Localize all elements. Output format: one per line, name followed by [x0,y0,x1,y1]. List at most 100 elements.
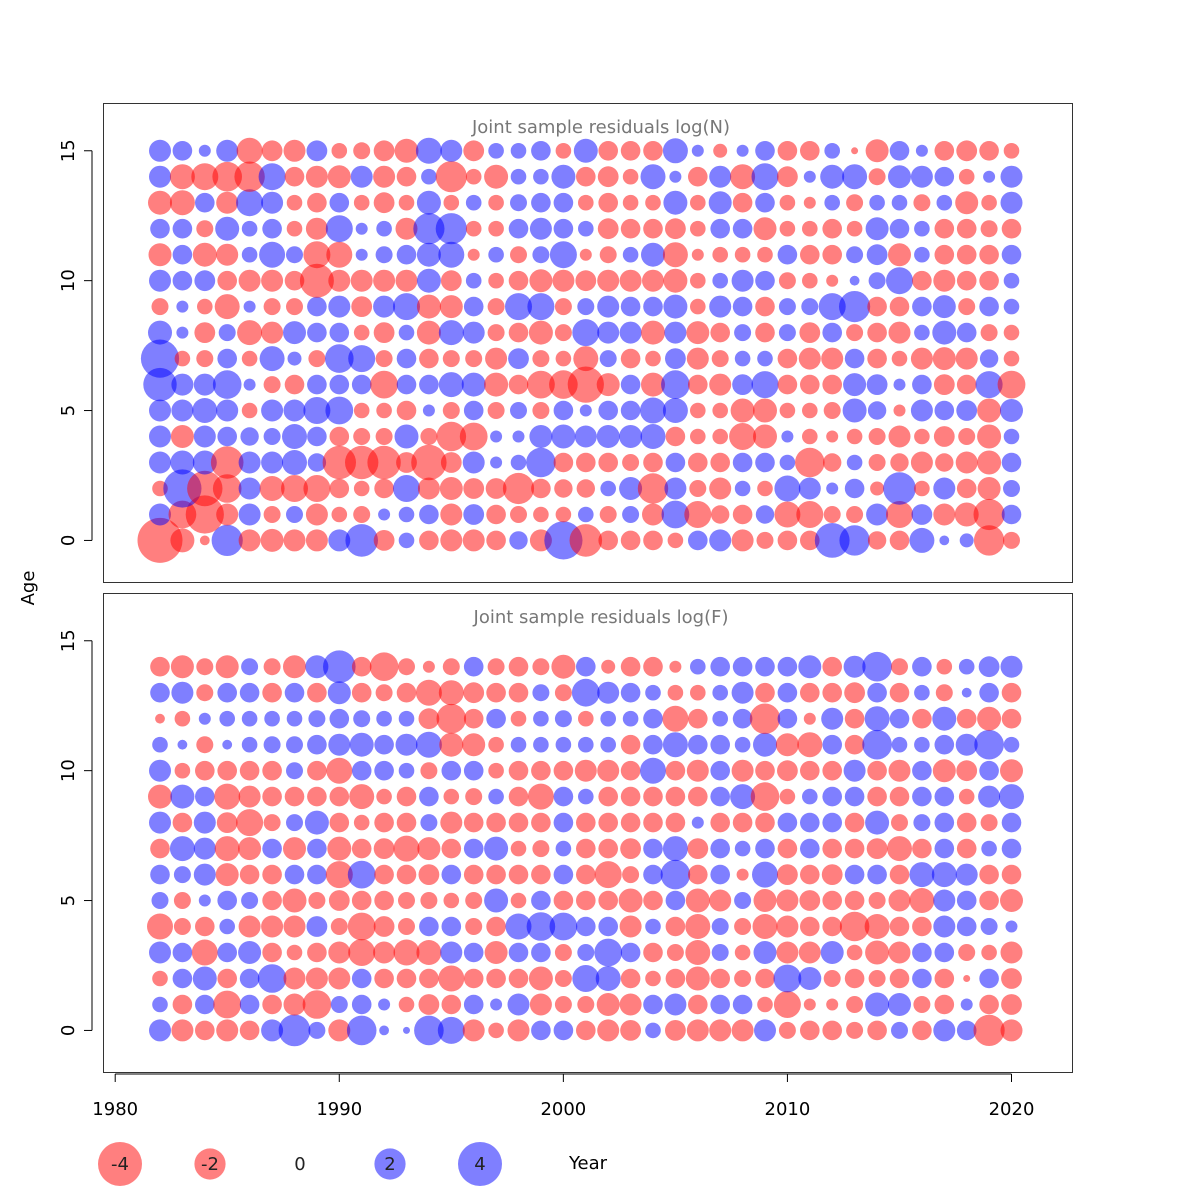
residual-bubble [822,760,842,781]
residual-bubble [241,736,258,753]
residual-bubble [709,477,732,500]
residual-bubble [1001,218,1022,239]
residual-bubble [216,503,239,526]
residual-bubble [753,398,777,423]
residual-bubble [532,684,550,702]
residual-bubble [378,508,391,521]
residual-bubble [800,760,820,781]
residual-bubble [195,916,215,937]
residual-bubble [465,918,483,935]
residual-bubble [150,682,170,703]
residual-bubble [396,400,417,421]
residual-bubble [421,168,437,185]
residual-bubble [398,324,415,341]
residual-bubble [348,939,376,966]
residual-bubble [149,759,171,782]
residual-bubble [438,372,464,398]
residual-bubble [216,243,239,266]
residual-bubble [802,272,818,289]
residual-bubble [867,401,887,420]
residual-bubble [262,786,282,807]
residual-bubble [1001,452,1022,473]
residual-bubble [263,736,281,754]
residual-bubble [620,218,641,239]
residual-bubble [663,268,688,293]
residual-bubble [622,506,640,523]
residual-bubble [865,810,890,835]
residual-bubble [174,762,191,779]
residual-bubble [669,170,682,183]
residual-bubble [691,248,704,261]
residual-bubble [328,941,351,964]
residual-bubble [755,682,775,703]
residual-bubble [869,194,885,211]
residual-bubble [355,222,368,235]
residual-bubble [844,968,865,989]
residual-bubble [173,918,191,935]
residual-bubble [821,707,844,730]
residual-bubble [463,760,484,781]
residual-bubble [462,1019,485,1042]
residual-bubble [800,374,820,395]
residual-bubble [488,194,504,211]
residual-bubble [1001,812,1022,833]
residual-bubble [463,942,484,963]
residual-bubble [777,864,798,885]
residual-bubble [214,294,240,320]
residual-bubble [822,890,842,911]
residual-bubble [376,220,392,237]
residual-bubble [510,168,527,185]
residual-bubble [349,784,375,810]
residual-bubble [194,322,216,343]
residual-bubble [443,788,460,805]
residual-bubble [440,941,463,964]
residual-bubble [463,968,484,989]
residual-bubble [418,864,440,885]
residual-bubble [577,944,595,961]
residual-bubble [776,915,799,938]
residual-bubble [914,480,930,497]
residual-bubble [710,656,730,677]
residual-bubble [151,298,169,316]
residual-bubble [533,506,549,523]
residual-bubble [286,762,303,780]
residual-bubble [889,916,910,937]
residual-bubble [913,996,931,1013]
residual-bubble [851,147,859,155]
residual-bubble [373,916,395,937]
residual-bubble [640,424,666,449]
residual-bubble [529,425,553,448]
residual-bubble [868,892,886,909]
y-axis: 0 5 10 15 [58,139,93,546]
residual-bubble [777,348,798,369]
residual-bubble [731,759,754,782]
residual-bubble [846,324,864,342]
residual-bubble [578,194,594,211]
residual-bubble [846,996,864,1013]
residual-bubble [933,1019,956,1042]
residual-bubble [932,295,956,319]
residual-bubble [241,710,258,727]
residual-bubble [148,243,172,267]
x-tick-label: 2010 [765,1099,811,1120]
residual-bubble [174,350,191,367]
residual-bubble [508,968,529,989]
residual-bubble [435,161,467,193]
legend-bubble [98,1142,142,1186]
residual-bubble [172,141,193,161]
residual-bubble [149,811,171,834]
residual-bubble [598,838,618,859]
residual-bubble [578,736,594,753]
residual-bubble [842,398,867,423]
residual-bubble [510,506,527,523]
residual-bubble [573,346,599,372]
residual-bubble [195,1020,215,1041]
residual-bubble [685,966,710,991]
residual-bubble [732,218,753,239]
residual-bubble [486,864,506,885]
residual-bubble [867,760,887,781]
residual-bubble [618,888,643,913]
residual-bubble [1000,399,1023,422]
residual-bubble [373,140,395,162]
residual-bubble [820,941,844,964]
